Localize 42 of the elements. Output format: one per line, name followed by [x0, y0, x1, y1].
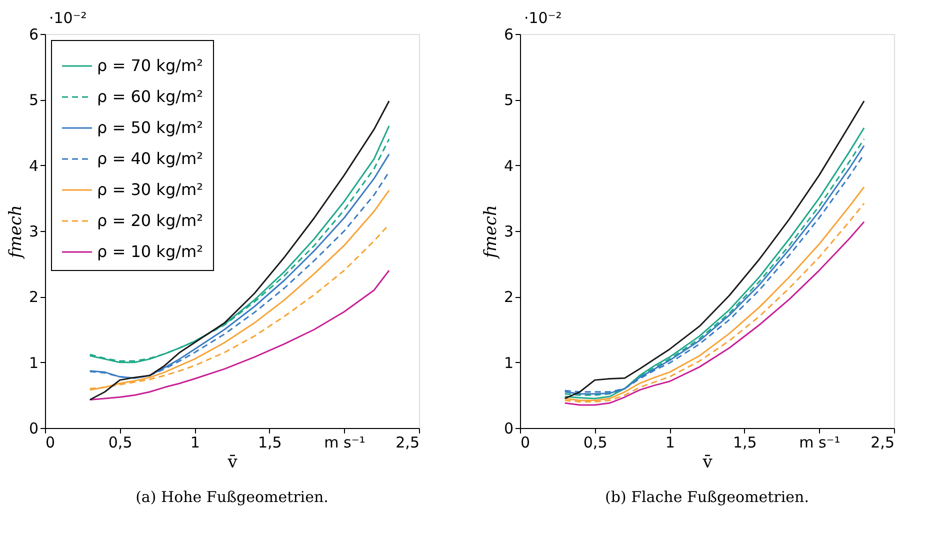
y-tick-label: 3	[504, 222, 514, 240]
x-tick-label: 2,5	[396, 434, 420, 452]
y-tick-label: 0	[504, 420, 514, 438]
y-tick-label: 6	[28, 26, 38, 44]
x-tick-label: 2,5	[870, 434, 894, 452]
legend-label: ρ = 40 kg/m²	[97, 149, 203, 168]
x-tick-label: 0	[520, 434, 530, 452]
y-tick-label: 5	[504, 91, 514, 110]
x-tick-label: m s⁻¹	[324, 434, 366, 452]
legend-label: ρ = 10 kg/m²	[97, 242, 203, 261]
legend-label: ρ = 20 kg/m²	[97, 211, 203, 230]
y-tick-label: 5	[28, 91, 38, 110]
legend-label: ρ = 30 kg/m²	[97, 180, 203, 199]
y-axis-title: fmech	[6, 205, 26, 260]
y-tick-label: 4	[504, 156, 514, 175]
y-tick-label: 4	[28, 156, 38, 175]
y-tick-label: 1	[504, 354, 514, 372]
x-tick-label: 0	[46, 434, 56, 452]
x-tick-label: 1	[665, 434, 675, 452]
y-tick-label: 3	[28, 222, 38, 240]
x-axis-title: v̄	[702, 452, 713, 472]
x-tick-label: 1,5	[732, 434, 757, 452]
y-tick-label: 1	[28, 354, 38, 372]
y-tick-label: 2	[28, 288, 38, 306]
line-series	[89, 270, 390, 401]
text: ·10⁻²	[524, 9, 562, 27]
legend-label: ρ = 60 kg/m²	[97, 87, 203, 106]
y-axis-title: fmech	[480, 205, 501, 260]
y-tick-label: 0	[28, 420, 38, 438]
text: ·10⁻²	[49, 9, 87, 27]
y-tick-label: 2	[504, 288, 514, 306]
x-axis-title: v̄	[226, 452, 238, 472]
x-tick-label: 1	[190, 434, 200, 452]
text: (a) Hohe Fußgeometrien.	[136, 488, 328, 506]
x-tick-label: 1,5	[258, 434, 282, 452]
legend-label: ρ = 70 kg/m²	[97, 56, 203, 75]
legend-label: ρ = 50 kg/m²	[97, 118, 203, 137]
x-tick-label: 0,5	[108, 434, 132, 452]
y-tick-label: 6	[504, 26, 514, 44]
x-tick-label: m s⁻¹	[799, 434, 840, 452]
text: (b) Flache Fußgeometrien.	[605, 488, 809, 506]
x-tick-label: 0,5	[583, 434, 608, 452]
